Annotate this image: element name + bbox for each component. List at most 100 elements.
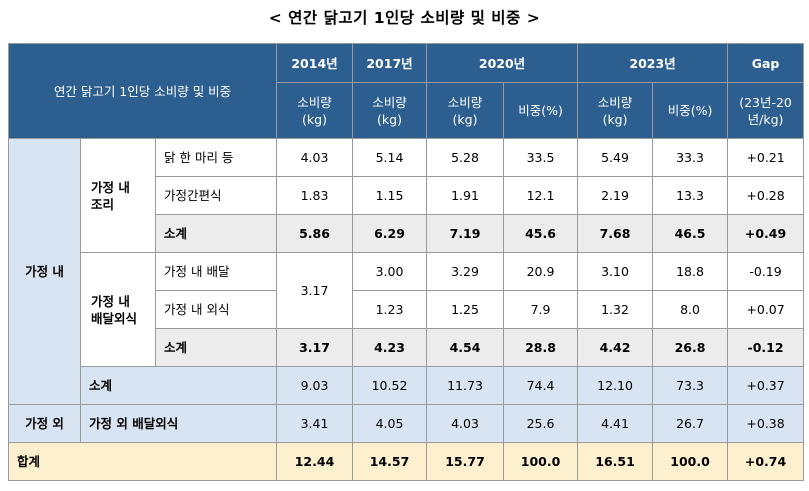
value-cell: 4.54 (426, 328, 505, 367)
value-cell: +0.38 (727, 404, 805, 443)
value-cell: +0.74 (727, 442, 805, 481)
table-row-subtotal: 소계 5.86 6.29 7.19 45.6 7.68 46.5 +0.49 (9, 214, 805, 253)
value-cell: +0.28 (727, 176, 805, 215)
value-cell: +0.21 (727, 138, 805, 177)
value-cell: 46.5 (652, 214, 729, 253)
value-cell: 25.6 (503, 404, 579, 443)
table-row: 가정 내 배달외식 가정 내 배달 3.17 3.00 3.29 20.9 3.… (9, 252, 805, 367)
value-cell: +0.07 (727, 290, 805, 329)
header-unit: 소비량 (kg) (426, 82, 505, 139)
value-cell: 26.8 (652, 328, 729, 367)
value-cell: 2.19 (577, 176, 654, 215)
table-row: 가정 외 가정 외 배달외식 3.41 4.05 4.03 25.6 4.41 … (8, 404, 805, 443)
table-row: 가정 내 가정 내 조리 닭 한 마리 등 4.03 5.14 5.28 33.… (8, 138, 805, 405)
consumption-table: 연간 닭고기 1인당 소비량 및 비중 2014년 2017년 2020년 20… (7, 43, 805, 481)
header-row-units: 소비량 (kg) 소비량 (kg) 소비량 (kg) 비중(%) 소비량 (kg… (9, 82, 805, 139)
value-cell: 12.1 (503, 176, 579, 215)
value-cell: 8.0 (652, 290, 729, 329)
value-cell: 5.49 (577, 138, 654, 177)
value-cell: 3.00 (352, 252, 428, 291)
value-cell: 15.77 (426, 442, 505, 481)
header-corner: 연간 닭고기 1인당 소비량 및 비중 (7, 43, 278, 139)
group-outside: 가정 외 (8, 404, 81, 443)
value-cell: 28.8 (503, 328, 579, 367)
value-cell: 1.91 (426, 176, 505, 215)
value-cell: 5.86 (276, 214, 354, 253)
header-unit: 비중(%) (503, 82, 579, 139)
header-year-2017: 2017년 (352, 43, 428, 83)
header-unit: 비중(%) (652, 82, 729, 139)
value-cell: 14.57 (352, 442, 428, 481)
group-home-delivery: 가정 내 배달외식 (80, 252, 156, 367)
group-home: 가정 내 (8, 138, 81, 405)
row-label: 소계 (79, 366, 278, 405)
value-cell: 3.10 (577, 252, 654, 291)
row-label: 가정 내 배달 (154, 252, 278, 291)
row-label: 닭 한 마리 등 (154, 138, 278, 177)
value-cell: +0.37 (727, 366, 805, 405)
header-row-years: 연간 닭고기 1인당 소비량 및 비중 2014년 2017년 2020년 20… (7, 43, 805, 139)
value-cell: 3.29 (426, 252, 505, 291)
table-row: 가정간편식 1.83 1.15 1.91 12.1 2.19 13.3 +0.2… (9, 176, 805, 215)
value-cell: 4.03 (426, 404, 505, 443)
value-cell: 73.3 (652, 366, 729, 405)
value-cell: 4.05 (352, 404, 428, 443)
table-row-total: 합계 12.44 14.57 15.77 100.0 16.51 100.0 +… (7, 442, 805, 481)
value-cell: 11.73 (426, 366, 505, 405)
header-unit: (23년-20 년/kg) (727, 82, 805, 139)
value-cell: 45.6 (503, 214, 579, 253)
row-label: 소계 (154, 328, 278, 367)
row-label-total: 합계 (7, 442, 278, 481)
value-cell: 16.51 (577, 442, 654, 481)
row-label: 가정 내 외식 (154, 290, 278, 329)
header-year-2014: 2014년 (276, 43, 354, 83)
header-year-2020: 2020년 (426, 43, 579, 83)
value-cell: 9.03 (276, 366, 354, 405)
value-cell: 13.3 (652, 176, 729, 215)
value-cell: 1.15 (352, 176, 428, 215)
value-cell: 100.0 (652, 442, 729, 481)
group-home-cook: 가정 내 조리 (80, 138, 156, 253)
value-cell: 12.44 (276, 442, 354, 481)
row-label: 가정 외 배달외식 (79, 404, 278, 443)
value-cell: 7.68 (577, 214, 654, 253)
header-unit: 소비량 (kg) (352, 82, 428, 139)
value-cell: 100.0 (503, 442, 579, 481)
value-cell: +0.49 (727, 214, 805, 253)
value-cell: 18.8 (652, 252, 729, 291)
value-cell: 1.23 (352, 290, 428, 329)
value-cell: 33.3 (652, 138, 729, 177)
value-cell: 33.5 (503, 138, 579, 177)
table-row-subtotal: 소계 3.17 4.23 4.54 28.8 4.42 26.8 -0.12 (9, 328, 805, 367)
header-unit: 소비량 (kg) (276, 82, 354, 139)
value-cell: 1.83 (276, 176, 354, 215)
row-label: 가정간편식 (154, 176, 278, 215)
value-cell: 5.28 (426, 138, 505, 177)
table-row-subtotal: 소계 9.03 10.52 11.73 74.4 12.10 73.3 +0.3… (9, 366, 805, 405)
value-cell: 4.03 (276, 138, 354, 177)
value-cell: 3.17 (276, 328, 354, 367)
value-cell-merged: 3.17 (276, 252, 354, 329)
value-cell: 1.25 (426, 290, 505, 329)
header-unit: 소비량 (kg) (577, 82, 654, 139)
value-cell: 20.9 (503, 252, 579, 291)
table-row: 가정 내 외식 1.23 1.25 7.9 1.32 8.0 +0.07 (9, 290, 805, 329)
value-cell: 7.9 (503, 290, 579, 329)
value-cell: 4.42 (577, 328, 654, 367)
header-year-2023: 2023년 (577, 43, 729, 83)
value-cell: 26.7 (652, 404, 729, 443)
page-title: < 연간 닭고기 1인당 소비량 및 비중 > (268, 9, 541, 27)
value-cell: 74.4 (503, 366, 579, 405)
value-cell: 12.10 (577, 366, 654, 405)
value-cell: 4.41 (577, 404, 654, 443)
value-cell: 7.19 (426, 214, 505, 253)
header-gap: Gap (727, 43, 805, 83)
value-cell: -0.12 (727, 328, 805, 367)
value-cell: 6.29 (352, 214, 428, 253)
value-cell: -0.19 (727, 252, 805, 291)
value-cell: 3.41 (276, 404, 354, 443)
row-label: 소계 (154, 214, 278, 253)
value-cell: 4.23 (352, 328, 428, 367)
value-cell: 1.32 (577, 290, 654, 329)
value-cell: 5.14 (352, 138, 428, 177)
